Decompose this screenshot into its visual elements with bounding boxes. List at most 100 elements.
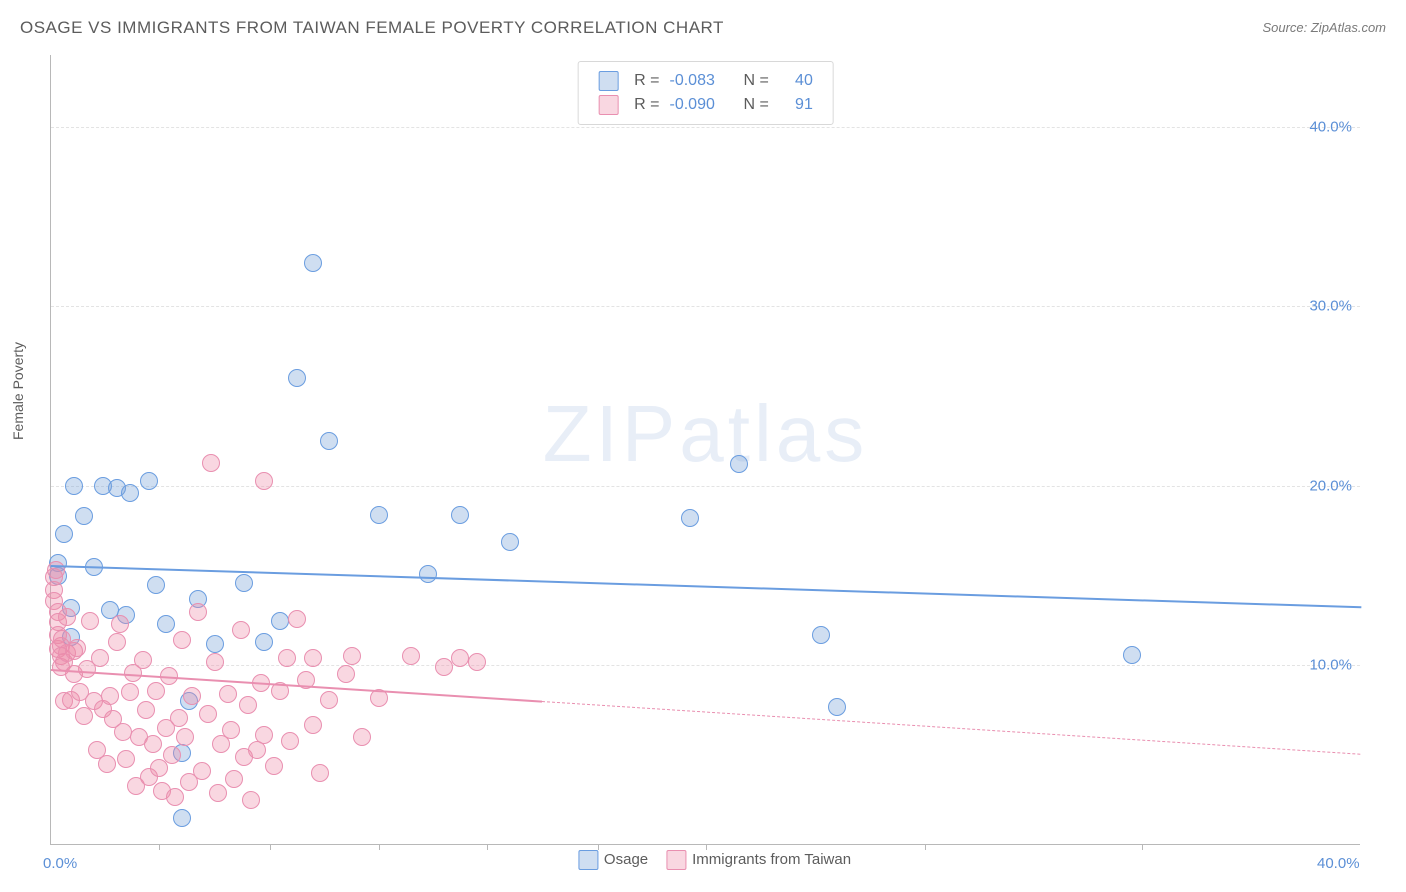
- watermark: ZIPatlas: [543, 388, 868, 480]
- gridline: [51, 665, 1360, 666]
- data-point: [304, 716, 322, 734]
- data-point: [278, 649, 296, 667]
- data-point: [68, 639, 86, 657]
- data-point: [271, 612, 289, 630]
- data-point: [451, 506, 469, 524]
- gridline: [51, 127, 1360, 128]
- x-tick-mark: [159, 844, 160, 850]
- x-tick-label: 40.0%: [1317, 855, 1360, 872]
- data-point: [108, 633, 126, 651]
- x-tick-mark: [925, 844, 926, 850]
- data-point: [209, 784, 227, 802]
- data-point: [288, 610, 306, 628]
- data-point: [173, 809, 191, 827]
- data-point: [140, 472, 158, 490]
- data-point: [468, 653, 486, 671]
- gridline: [51, 486, 1360, 487]
- data-point: [121, 683, 139, 701]
- chart-title: OSAGE VS IMMIGRANTS FROM TAIWAN FEMALE P…: [20, 18, 724, 37]
- y-tick-label: 40.0%: [1309, 118, 1352, 135]
- data-point: [255, 726, 273, 744]
- data-point: [147, 576, 165, 594]
- data-point: [75, 507, 93, 525]
- data-point: [176, 728, 194, 746]
- data-point: [419, 565, 437, 583]
- data-point: [219, 685, 237, 703]
- data-point: [451, 649, 469, 667]
- legend-label: Immigrants from Taiwan: [692, 851, 851, 868]
- data-point: [202, 454, 220, 472]
- data-point: [235, 574, 253, 592]
- legend-label: Osage: [604, 851, 648, 868]
- data-point: [501, 533, 519, 551]
- data-point: [225, 770, 243, 788]
- data-point: [163, 746, 181, 764]
- x-tick-mark: [487, 844, 488, 850]
- data-point: [304, 649, 322, 667]
- data-point: [101, 687, 119, 705]
- y-tick-label: 30.0%: [1309, 298, 1352, 315]
- data-point: [189, 603, 207, 621]
- data-point: [81, 612, 99, 630]
- data-point: [55, 525, 73, 543]
- data-point: [1123, 646, 1141, 664]
- data-point: [242, 791, 260, 809]
- data-point: [121, 484, 139, 502]
- data-point: [730, 455, 748, 473]
- data-point: [206, 653, 224, 671]
- data-point: [65, 477, 83, 495]
- data-point: [147, 682, 165, 700]
- data-point: [255, 472, 273, 490]
- y-tick-label: 20.0%: [1309, 477, 1352, 494]
- data-point: [320, 432, 338, 450]
- data-point: [828, 698, 846, 716]
- x-tick-mark: [379, 844, 380, 850]
- data-point: [199, 705, 217, 723]
- data-point: [812, 626, 830, 644]
- data-point: [265, 757, 283, 775]
- data-point: [222, 721, 240, 739]
- data-point: [193, 762, 211, 780]
- data-point: [137, 701, 155, 719]
- y-axis-label: Female Poverty: [10, 342, 26, 440]
- data-point: [117, 750, 135, 768]
- data-point: [311, 764, 329, 782]
- data-point: [337, 665, 355, 683]
- source-citation: Source: ZipAtlas.com: [1262, 20, 1386, 35]
- data-point: [255, 633, 273, 651]
- correlation-legend: R =-0.083N =40R =-0.090N =91: [577, 61, 834, 125]
- scatter-plot: ZIPatlas R =-0.083N =40R =-0.090N =91 Os…: [50, 55, 1360, 845]
- data-point: [134, 651, 152, 669]
- data-point: [170, 709, 188, 727]
- x-tick-label: 0.0%: [43, 855, 77, 872]
- data-point: [166, 788, 184, 806]
- data-point: [370, 506, 388, 524]
- data-point: [353, 728, 371, 746]
- data-point: [183, 687, 201, 705]
- data-point: [47, 561, 65, 579]
- data-point: [281, 732, 299, 750]
- data-point: [206, 635, 224, 653]
- data-point: [343, 647, 361, 665]
- data-point: [239, 696, 257, 714]
- legend-swatch: [578, 850, 598, 870]
- data-point: [304, 254, 322, 272]
- data-point: [288, 369, 306, 387]
- data-point: [681, 509, 699, 527]
- data-point: [114, 723, 132, 741]
- data-point: [173, 631, 191, 649]
- legend-swatch: [666, 850, 686, 870]
- y-tick-label: 10.0%: [1309, 657, 1352, 674]
- x-tick-mark: [706, 844, 707, 850]
- data-point: [320, 691, 338, 709]
- series-legend: Osage Immigrants from Taiwan: [560, 850, 851, 870]
- x-tick-mark: [598, 844, 599, 850]
- gridline: [51, 306, 1360, 307]
- data-point: [402, 647, 420, 665]
- data-point: [435, 658, 453, 676]
- data-point: [232, 621, 250, 639]
- x-tick-mark: [1142, 844, 1143, 850]
- trend-line: [542, 701, 1361, 755]
- x-tick-mark: [270, 844, 271, 850]
- data-point: [157, 615, 175, 633]
